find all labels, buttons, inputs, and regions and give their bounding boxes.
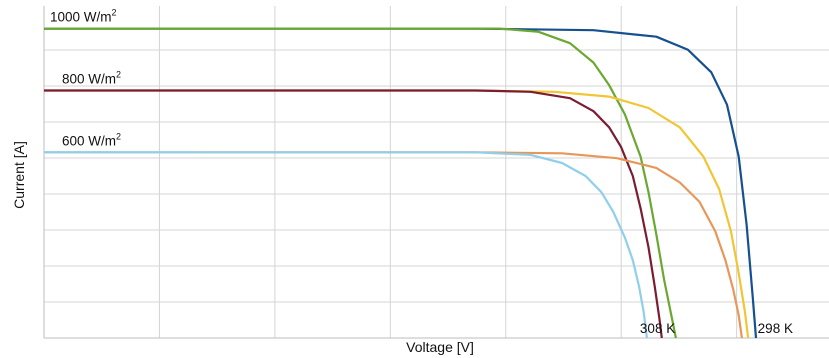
y-axis-label: Current [A] [11, 141, 27, 209]
temperature-label: 298 K [758, 321, 793, 336]
series-line-6 [44, 151, 648, 339]
irradiance-label: 600 W/m2 [62, 131, 121, 148]
series-line-2 [44, 89, 750, 339]
x-axis-label: Voltage [V] [406, 339, 474, 355]
series-line-4 [44, 151, 743, 339]
temperature-label: 308 K [640, 321, 675, 336]
grid [44, 6, 829, 338]
series-line-3 [44, 89, 663, 339]
series-line-0 [44, 27, 758, 339]
irradiance-label: 800 W/m2 [62, 69, 121, 86]
irradiance-label: 1000 W/m2 [50, 8, 117, 25]
series-group [44, 27, 758, 339]
series-line-1 [44, 27, 677, 339]
curve-labels: 1000 W/m2 800 W/m2 600 W/m2 308 K 298 K [50, 8, 793, 336]
